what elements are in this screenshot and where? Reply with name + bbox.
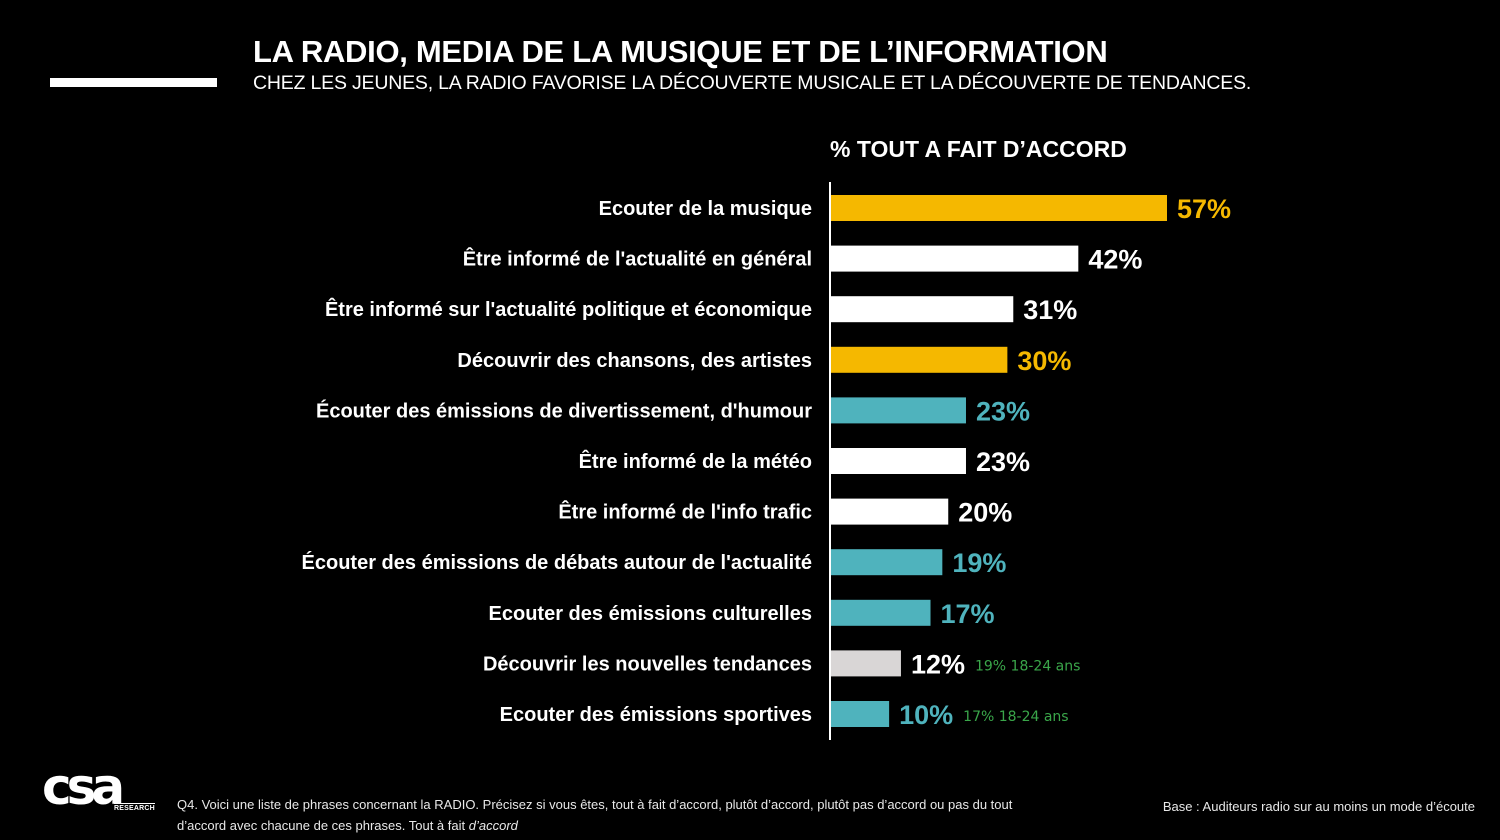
value-label: 57% [1177,194,1231,224]
age-annotation: 19% 18-24 ans [975,658,1080,674]
page-title: LA RADIO, MEDIA DE LA MUSIQUE ET DE L’IN… [253,34,1108,69]
category-label: Découvrir les nouvelles tendances [483,653,812,675]
value-label: 42% [1088,245,1142,275]
value-label: 20% [958,498,1012,528]
bar [830,448,966,474]
bar [830,549,943,576]
category-label: Écouter des émissions de divertissement,… [316,399,812,422]
category-label: Être informé de l'actualité en général [463,247,812,271]
value-label: 17% [941,599,995,629]
bar [830,397,966,424]
bar [830,599,931,626]
value-label: 30% [1017,346,1071,376]
question-italic-text: d’accord [468,818,518,833]
category-label: Être informé de la météo [579,449,812,473]
category-label: Être informé sur l'actualité politique e… [325,297,812,321]
category-label: Être informé de l'info trafic [558,500,812,524]
category-label: Ecouter des émissions sportives [500,704,812,726]
bar-chart: Ecouter de la musique 57% Être informé de … [302,182,1231,740]
logo-text: csa [42,758,125,816]
category-label: Ecouter des émissions culturelles [489,603,812,625]
value-label: 19% [952,548,1006,578]
bar [830,650,901,677]
title-accent-line [50,78,217,87]
logo-subtext: RESEARCH [114,803,155,812]
chart-title: % TOUT A FAIT D’ACCORD [830,136,1127,162]
bar [830,245,1079,272]
value-label: 23% [976,447,1030,477]
bar [830,346,1008,373]
value-label: 12% [911,649,965,679]
value-label: 10% [899,700,953,730]
base-footnote: Base : Auditeurs radio sur au moins un m… [1162,799,1475,814]
bar [830,701,890,727]
age-annotation: 17% 18-24 ans [963,709,1068,725]
page-subtitle: CHEZ LES JEUNES, LA RADIO FAVORISE LA DÉ… [253,72,1252,94]
bar [830,195,1167,221]
value-label: 23% [976,396,1030,426]
value-label: 31% [1023,295,1077,325]
csa-research-logo: csa RESEARCH [42,762,157,820]
category-label: Ecouter de la musique [599,198,812,220]
question-text: Q4. Voici une liste de phrases concernan… [177,797,1013,833]
bar [830,296,1014,323]
category-label: Découvrir des chansons, des artistes [457,350,812,372]
bar [830,498,949,525]
question-footnote: Q4. Voici une liste de phrases concernan… [177,794,1027,836]
category-label: Écouter des émissions de débats autour d… [302,551,812,574]
